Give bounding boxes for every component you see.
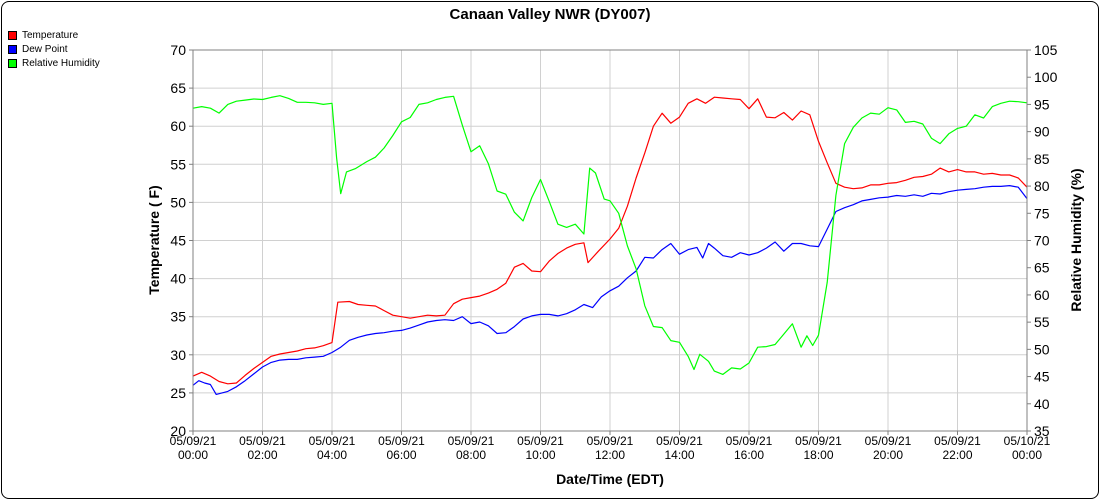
x-tick-date: 05/09/21 [309, 434, 356, 448]
y2-tick-label: 80 [1034, 178, 1050, 194]
x-tick-date: 05/09/21 [726, 434, 773, 448]
y2-tick-label: 90 [1034, 124, 1050, 140]
legend-swatch-relative-humidity [8, 58, 17, 68]
y-tick-label: 55 [170, 156, 186, 172]
y-tick-label: 25 [170, 385, 186, 401]
x-tick-time: 14:00 [664, 448, 694, 462]
x-tick-time: 06:00 [386, 448, 416, 462]
series-lines [192, 95, 1028, 395]
y-axis-label: Temperature ( F) [146, 185, 162, 294]
x-tick-date: 05/09/21 [934, 434, 981, 448]
y2-tick-label: 55 [1034, 314, 1050, 330]
legend-item-temperature: Temperature [8, 28, 100, 42]
y-tick-label: 30 [170, 347, 186, 363]
y2-tick-label: 40 [1034, 396, 1050, 412]
x-tick-time: 20:00 [873, 448, 903, 462]
y2-tick-label: 85 [1034, 151, 1050, 167]
x-tick-date: 05/09/21 [448, 434, 495, 448]
x-tick-date: 05/09/21 [587, 434, 634, 448]
x-tick-time: 04:00 [317, 448, 347, 462]
x-tick-time: 02:00 [247, 448, 277, 462]
x-tick-date: 05/09/21 [239, 434, 286, 448]
x-tick-time: 12:00 [595, 448, 625, 462]
x-tick-time: 16:00 [734, 448, 764, 462]
x-tick-time: 22:00 [942, 448, 972, 462]
axis-ticks: 20 25 30 35 40 45 50 55 60 65 70 35 40 45 50 55 60 65 70 75… [170, 42, 1058, 462]
x-tick-date: 05/09/21 [170, 434, 217, 448]
y2-tick-label: 50 [1034, 341, 1050, 357]
legend-label-temperature: Temperature [22, 29, 79, 41]
legend-item-dew-point: Dew Point [8, 42, 100, 56]
y-tick-label: 60 [170, 118, 186, 134]
legend-swatch-temperature [8, 30, 17, 40]
x-tick-time: 08:00 [456, 448, 486, 462]
chart-title: Canaan Valley NWR (DY007) [450, 6, 651, 23]
y-tick-label: 45 [170, 233, 186, 249]
series-line-relative-humidity [192, 95, 1028, 375]
x-tick-date: 05/09/21 [656, 434, 703, 448]
y-tick-label: 65 [170, 80, 186, 96]
y2-tick-label: 105 [1034, 42, 1058, 58]
y2-tick-label: 70 [1034, 233, 1050, 249]
x-axis-label: Date/Time (EDT) [556, 471, 664, 487]
legend-swatch-dew-point [8, 44, 17, 54]
legend-label-dew-point: Dew Point [22, 43, 68, 55]
y2-tick-label: 95 [1034, 96, 1050, 112]
y-tick-label: 70 [170, 42, 186, 58]
y-tick-label: 20 [170, 423, 186, 439]
y2-tick-label: 100 [1034, 69, 1058, 85]
x-tick-date: 05/09/21 [378, 434, 425, 448]
y2-tick-label: 45 [1034, 369, 1050, 385]
x-tick-time: 00:00 [1012, 448, 1042, 462]
legend-item-relative-humidity: Relative Humidity [8, 56, 100, 70]
x-tick-date: 05/10/21 [1004, 434, 1051, 448]
y2-tick-label: 35 [1034, 423, 1050, 439]
y2-tick-label: 65 [1034, 260, 1050, 276]
x-tick-time: 18:00 [803, 448, 833, 462]
y-tick-label: 40 [170, 271, 186, 287]
x-tick-date: 05/09/21 [795, 434, 842, 448]
y2-tick-label: 60 [1034, 287, 1050, 303]
y-tick-label: 35 [170, 309, 186, 325]
y-tick-label: 50 [170, 194, 186, 210]
series-line-dew-point [192, 185, 1028, 395]
x-tick-time: 00:00 [178, 448, 208, 462]
chart-legend: Temperature Dew Point Relative Humidity [8, 28, 100, 70]
y2-tick-label: 75 [1034, 205, 1050, 221]
x-tick-date: 05/09/21 [865, 434, 912, 448]
y2-axis-label: Relative Humidity (%) [1068, 168, 1084, 311]
grid-lines [192, 49, 1028, 432]
x-tick-date: 05/09/21 [517, 434, 564, 448]
plot-area-border [192, 49, 1028, 432]
x-tick-time: 10:00 [525, 448, 555, 462]
legend-label-relative-humidity: Relative Humidity [22, 57, 100, 69]
series-line-temperature [192, 96, 1028, 385]
